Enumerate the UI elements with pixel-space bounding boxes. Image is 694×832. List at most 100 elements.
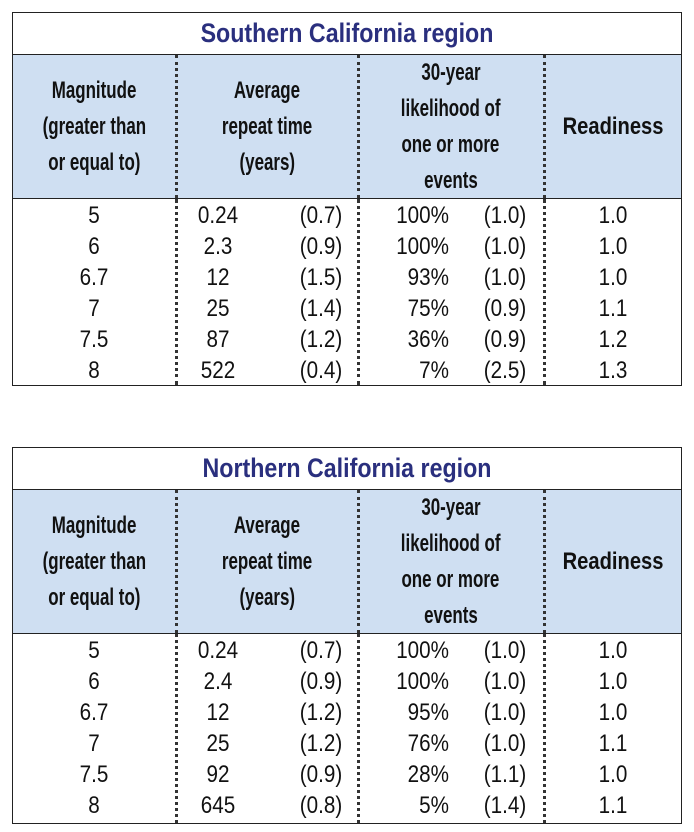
- column-divider: [357, 55, 360, 198]
- table-row: 7.5 92 (0.9) 28% (1.1) 1.0: [13, 759, 680, 790]
- cell-repeat-uncertainty: (1.4): [299, 295, 343, 322]
- cell-likelihood: 100%: [396, 637, 449, 664]
- cell-readiness: 1.0: [598, 264, 628, 291]
- cell-likelihood-uncertainty: (1.0): [483, 730, 527, 757]
- cell-likelihood-uncertainty: (1.0): [483, 233, 527, 260]
- column-divider: [175, 490, 178, 633]
- cell-likelihood: 7%: [419, 357, 449, 384]
- cell-readiness: 1.0: [598, 699, 628, 726]
- cell-likelihood-uncertainty: (1.0): [483, 202, 527, 229]
- cell-readiness: 1.1: [598, 792, 628, 819]
- cell-likelihood: 95%: [407, 699, 449, 726]
- cell-likelihood: 100%: [396, 233, 449, 260]
- header-likelihood: 30-year likelihood of one or more events: [401, 58, 501, 194]
- cell-repeat-uncertainty: (0.9): [299, 668, 343, 695]
- cell-repeat-uncertainty: (0.7): [299, 637, 343, 664]
- cell-repeat-uncertainty: (0.9): [299, 761, 343, 788]
- cell-likelihood-uncertainty: (1.0): [483, 264, 527, 291]
- cell-readiness: 1.0: [598, 761, 628, 788]
- column-divider: [175, 634, 178, 823]
- cell-magnitude: 5: [88, 202, 100, 229]
- cell-likelihood-uncertainty: (1.0): [483, 637, 527, 664]
- table-header: Magnitude (greater than or equal to) Ave…: [13, 55, 681, 199]
- cell-likelihood-uncertainty: (1.0): [483, 699, 527, 726]
- cell-repeat-time: 2.3: [203, 233, 233, 260]
- cell-likelihood-uncertainty: (2.5): [483, 357, 527, 384]
- cell-likelihood: 36%: [407, 326, 449, 353]
- cell-repeat-uncertainty: (0.4): [299, 357, 343, 384]
- table-row: 5 0.24 (0.7) 100% (1.0) 1.0: [13, 635, 680, 666]
- cell-magnitude: 6.7: [79, 264, 109, 291]
- cell-repeat-time: 645: [200, 792, 236, 819]
- cell-likelihood: 100%: [396, 668, 449, 695]
- cell-repeat-time: 92: [206, 761, 230, 788]
- cell-readiness: 1.0: [598, 668, 628, 695]
- column-divider: [357, 199, 360, 385]
- table-row: 6 2.4 (0.9) 100% (1.0) 1.0: [13, 666, 680, 697]
- cell-repeat-uncertainty: (1.2): [299, 699, 343, 726]
- cell-repeat-uncertainty: (0.7): [299, 202, 343, 229]
- cell-magnitude: 7.5: [79, 326, 109, 353]
- cell-likelihood: 93%: [407, 264, 449, 291]
- cell-repeat-uncertainty: (1.2): [299, 326, 343, 353]
- column-divider: [175, 199, 178, 385]
- table-title: Southern California region: [59, 13, 635, 54]
- cell-magnitude: 6.7: [79, 699, 109, 726]
- column-divider: [357, 490, 360, 633]
- header-readiness: Readiness: [562, 112, 664, 140]
- cell-readiness: 1.0: [598, 637, 628, 664]
- table-body: 5 0.24 (0.7) 100% (1.0) 1.0 6 2.3 (0.9) …: [13, 199, 681, 385]
- cell-magnitude: 6: [88, 233, 100, 260]
- cell-magnitude: 7: [88, 295, 100, 322]
- table-title-bar: Southern California region: [13, 13, 681, 55]
- cell-likelihood: 100%: [396, 202, 449, 229]
- column-divider: [357, 634, 360, 823]
- cell-magnitude: 7: [88, 730, 100, 757]
- header-readiness: Readiness: [562, 547, 664, 575]
- header-magnitude: Magnitude (greater than or equal to): [42, 76, 146, 176]
- table-title-bar: Northern California region: [13, 448, 681, 490]
- cell-repeat-time: 2.4: [203, 668, 233, 695]
- cell-likelihood-uncertainty: (1.4): [483, 792, 527, 819]
- header-repeat-time: Average repeat time (years): [221, 511, 313, 611]
- cell-repeat-time: 0.24: [197, 202, 239, 229]
- cell-repeat-time: 0.24: [197, 637, 239, 664]
- cell-magnitude: 8: [88, 357, 100, 384]
- column-divider: [175, 55, 178, 198]
- cell-repeat-uncertainty: (0.9): [299, 233, 343, 260]
- cell-magnitude: 6: [88, 668, 100, 695]
- column-divider: [543, 634, 546, 823]
- cell-likelihood: 76%: [407, 730, 449, 757]
- cell-repeat-uncertainty: (1.5): [299, 264, 343, 291]
- cell-readiness: 1.3: [598, 357, 628, 384]
- cell-repeat-time: 12: [206, 699, 230, 726]
- cell-repeat-time: 522: [200, 357, 236, 384]
- cell-magnitude: 8: [88, 792, 100, 819]
- cell-repeat-uncertainty: (1.2): [299, 730, 343, 757]
- table-row: 5 0.24 (0.7) 100% (1.0) 1.0: [13, 200, 680, 231]
- table-row: 6.7 12 (1.2) 95% (1.0) 1.0: [13, 697, 680, 728]
- header-magnitude: Magnitude (greater than or equal to): [42, 511, 146, 611]
- table-row: 7 25 (1.2) 76% (1.0) 1.1: [13, 728, 680, 759]
- cell-likelihood: 28%: [407, 761, 449, 788]
- cell-magnitude: 5: [88, 637, 100, 664]
- cell-magnitude: 7.5: [79, 761, 109, 788]
- cell-repeat-time: 25: [206, 730, 230, 757]
- cell-likelihood: 5%: [419, 792, 449, 819]
- cell-likelihood-uncertainty: (0.9): [483, 295, 527, 322]
- table-row: 8 645 (0.8) 5% (1.4) 1.1: [13, 790, 680, 821]
- column-divider: [543, 55, 546, 198]
- cell-repeat-time: 12: [206, 264, 230, 291]
- table-row: 6 2.3 (0.9) 100% (1.0) 1.0: [13, 231, 680, 262]
- table-row: 8 522 (0.4) 7% (2.5) 1.3: [13, 355, 680, 386]
- table-row: 6.7 12 (1.5) 93% (1.0) 1.0: [13, 262, 680, 293]
- cell-likelihood-uncertainty: (1.1): [483, 761, 527, 788]
- cell-likelihood-uncertainty: (0.9): [483, 326, 527, 353]
- cell-likelihood: 75%: [407, 295, 449, 322]
- cell-repeat-uncertainty: (0.8): [299, 792, 343, 819]
- cell-readiness: 1.1: [598, 730, 628, 757]
- table-header: Magnitude (greater than or equal to) Ave…: [13, 490, 681, 634]
- cell-readiness: 1.2: [598, 326, 628, 353]
- cell-likelihood-uncertainty: (1.0): [483, 668, 527, 695]
- table-title: Northern California region: [59, 448, 635, 489]
